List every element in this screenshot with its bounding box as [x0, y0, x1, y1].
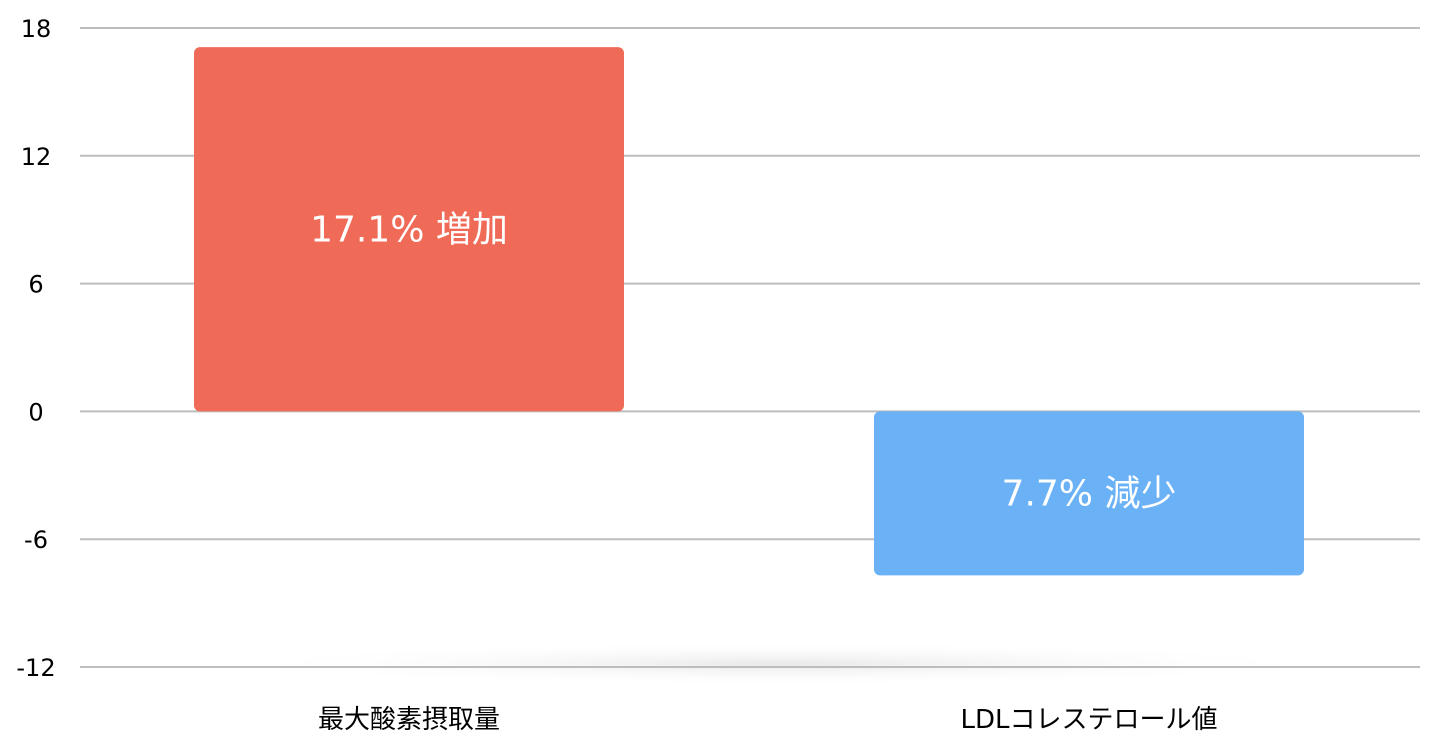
- category-label: LDLコレステロール値: [961, 705, 1218, 735]
- y-tick-label: 18: [21, 15, 52, 43]
- y-axis-ticks: 18 12 6 0 -6 -12: [16, 15, 55, 682]
- category-labels: 最大酸素摂取量 LDLコレステロール値: [318, 705, 1218, 735]
- floor-shadow: [220, 642, 1340, 686]
- category-label: 最大酸素摂取量: [318, 705, 500, 735]
- y-tick-label: -12: [16, 654, 55, 682]
- bars: [194, 47, 1304, 576]
- y-tick-label: 12: [21, 143, 52, 171]
- bar-value-label: 7.7% 減少: [1002, 473, 1177, 514]
- bar: [874, 411, 1304, 576]
- y-tick-label: -6: [24, 526, 48, 554]
- bar: [194, 47, 624, 412]
- data-labels: 17.1% 増加 7.7% 減少: [310, 209, 1176, 514]
- y-tick-label: 6: [28, 271, 43, 299]
- bar-value-label: 17.1% 増加: [310, 209, 508, 250]
- y-tick-label: 0: [28, 398, 43, 426]
